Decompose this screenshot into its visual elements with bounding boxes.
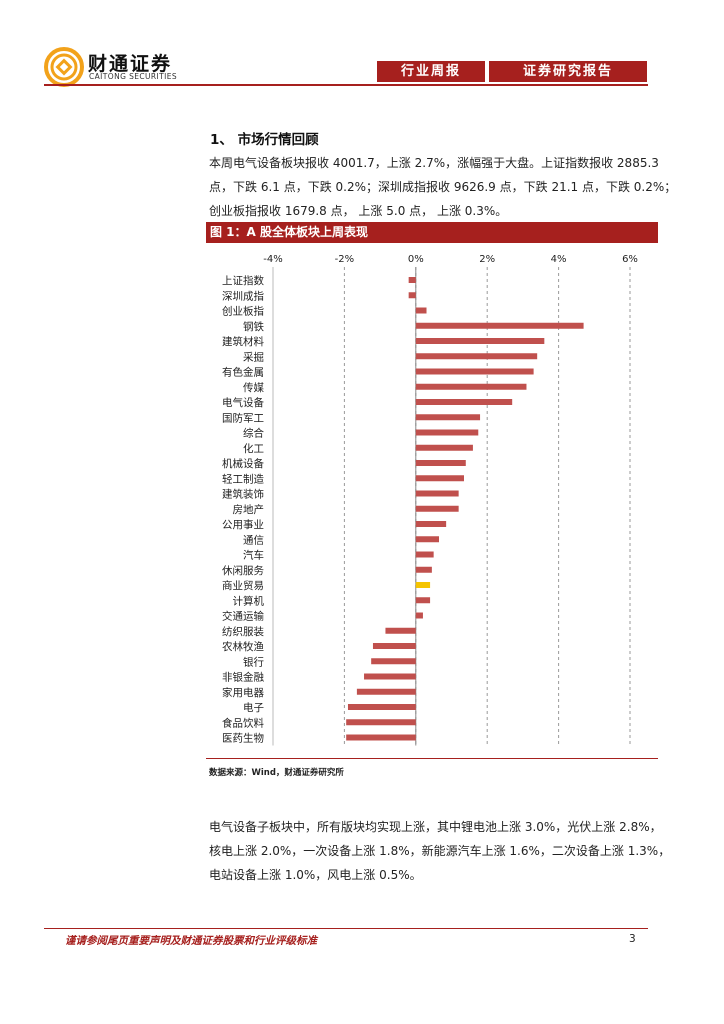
- chart-bar: [372, 643, 416, 649]
- header-tab-report: 证券研究报告: [489, 61, 647, 82]
- chart-category-label: 深圳成指: [222, 289, 264, 302]
- chart-category-label: 休闲服务: [222, 564, 264, 577]
- conclusion-line: 电站设备上涨 1.0%，风电上涨 0.5%。: [209, 868, 422, 882]
- chart-category-label: 电气设备: [222, 396, 264, 409]
- chart-category-label: 创业板指: [222, 305, 264, 318]
- chart-category-label: 建筑材料: [222, 335, 264, 348]
- figure-bottom-rule: [206, 758, 658, 759]
- chart-category-label: 家用电器: [222, 686, 264, 699]
- chart-category-label: 综合: [243, 427, 264, 440]
- chart-x-tick-label: 4%: [551, 254, 567, 265]
- chart-bar: [415, 353, 538, 360]
- chart-bar: [415, 551, 434, 558]
- chart-category-label: 电子: [243, 701, 264, 714]
- conclusion-line: 电气设备子板块中，所有版块均实现上涨，其中锂电池上涨 3.0%，光伏上涨 2.8…: [209, 820, 662, 834]
- chart-bar: [415, 582, 431, 588]
- chart-category-label: 通信: [243, 534, 264, 546]
- chart-bar: [415, 414, 481, 421]
- chart-category-label: 医药生物: [222, 732, 264, 745]
- chart-bar: [371, 658, 416, 665]
- intro-line: 创业板指报收 1679.8 点， 上涨 5.0 点， 上涨 0.3%。: [209, 204, 508, 218]
- chart-bar: [347, 704, 416, 710]
- brand-name-en: CAITONG SECURITIES: [89, 72, 178, 81]
- chart-bar: [346, 719, 416, 726]
- section-title: 1、 市场行情回顾: [210, 132, 319, 148]
- chart-bar: [415, 490, 459, 497]
- chart-category-label: 国防军工: [222, 411, 264, 424]
- chart-category-label: 钢铁: [243, 320, 264, 333]
- chart-category-label: 机械设备: [222, 457, 264, 470]
- chart-category-label: 有色金属: [222, 366, 264, 379]
- chart-x-tick-label: -2%: [335, 254, 354, 265]
- chart-category-label: 食品饮料: [222, 716, 264, 729]
- chart-bar: [408, 292, 416, 299]
- company-logo: 财通证券 CAITONG SECURITIES: [44, 47, 194, 87]
- chart-bar: [415, 307, 427, 314]
- intro-paragraph: 本周电气设备板块报收 4001.7，上涨 2.7%，涨幅强于大盘。上证指数报收 …: [209, 151, 677, 223]
- chart-bar: [415, 399, 513, 405]
- chart-bar: [415, 338, 545, 344]
- chart-x-tick-label: 0%: [408, 254, 424, 265]
- chart-bar: [415, 383, 527, 390]
- header-tab-weekly: 行业周报: [377, 61, 485, 82]
- chart-category-label: 非银金融: [222, 671, 264, 684]
- chart-bar: [415, 444, 473, 451]
- chart-bar: [415, 322, 584, 329]
- header-divider: [44, 84, 648, 86]
- chart-bar: [415, 597, 431, 604]
- chart-bar: [415, 536, 440, 543]
- intro-line: 本周电气设备板块报收 4001.7，上涨 2.7%，涨幅强于大盘。上证指数报收 …: [209, 156, 659, 170]
- chart-bar: [364, 673, 416, 680]
- figure-source: 数据来源：Wind，财通证券研究所: [209, 768, 344, 778]
- chart-bar: [415, 566, 432, 573]
- chart-bar: [356, 688, 416, 695]
- chart-category-label: 采掘: [243, 350, 264, 363]
- chart-bar: [415, 521, 447, 527]
- chart-category-label: 商业贸易: [222, 579, 264, 592]
- intro-line: 点，下跌 6.1 点，下跌 0.2%；深圳成指报收 9626.9 点，下跌 21…: [209, 180, 677, 194]
- chart-category-label: 轻工制造: [222, 472, 264, 485]
- chart-category-label: 农林牧渔: [222, 640, 264, 653]
- chart-category-label: 房地产: [233, 503, 265, 516]
- chart-category-label: 银行: [243, 655, 264, 668]
- chart-bar: [415, 368, 534, 375]
- chart-category-label: 汽车: [243, 549, 264, 562]
- conclusion-paragraph: 电气设备子板块中，所有版块均实现上涨，其中锂电池上涨 3.0%，光伏上涨 2.8…: [209, 815, 671, 887]
- chart-category-label: 计算机: [233, 594, 265, 607]
- chart-bar: [415, 612, 423, 619]
- chart-bar: [415, 460, 466, 466]
- chart-bar: [415, 505, 459, 512]
- chart-bar: [415, 429, 479, 436]
- chart-bar: [408, 277, 416, 283]
- chart-bar: [346, 734, 416, 741]
- sector-performance-chart: -4% -2% 0% 2% 4% 6% 上证指数深圳成指创业板指钢铁建筑材料采掘有色金属传媒…: [222, 254, 638, 746]
- chart-x-tick-label: 6%: [622, 254, 638, 265]
- footer-disclaimer: 谨请参阅尾页重要声明及财通证券股票和行业评级标准: [65, 935, 317, 947]
- footer-divider: [44, 928, 648, 929]
- chart-category-label: 上证指数: [222, 274, 264, 287]
- chart-category-label: 纺织服装: [222, 625, 264, 638]
- logo-coin-icon: [44, 47, 84, 87]
- brand-name-cn: 财通证券: [88, 53, 173, 75]
- chart-bar: [385, 627, 416, 634]
- figure-caption: 图 1：A 股全体板块上周表现: [206, 222, 658, 243]
- chart-x-tick-label: -4%: [263, 254, 282, 265]
- chart-category-label: 建筑装饰: [222, 488, 264, 501]
- chart-category-label: 交通运输: [222, 610, 264, 623]
- chart-bar: [415, 475, 464, 482]
- chart-category-label: 传媒: [243, 381, 264, 394]
- conclusion-line: 核电上涨 2.0%，一次设备上涨 1.8%，新能源汽车上涨 1.6%，二次设备上…: [209, 844, 671, 858]
- chart-category-label: 化工: [243, 442, 264, 455]
- page-number: 3: [629, 933, 636, 945]
- chart-x-tick-label: 2%: [479, 254, 495, 265]
- chart-category-label: 公用事业: [222, 518, 264, 531]
